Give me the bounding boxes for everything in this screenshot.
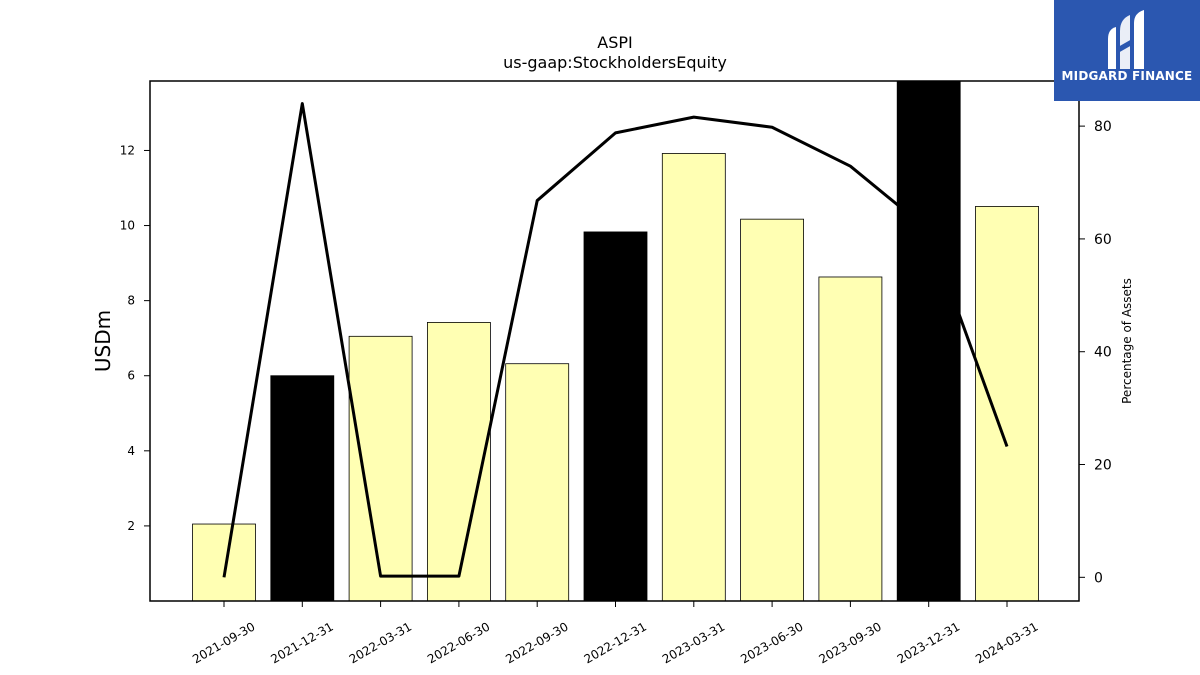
y2-tick-label: 40 <box>1094 345 1112 361</box>
y2-axis: 0 20 40 60 80 <box>1079 119 1112 586</box>
line-group <box>222 102 1009 578</box>
plot-frame <box>149 80 1080 602</box>
y2-tick-label: 80 <box>1094 119 1112 135</box>
x-tick-label: 2022-03-31 <box>347 619 414 666</box>
x-tick-label: 2021-12-31 <box>268 619 335 666</box>
y-tick-label: 2 <box>127 519 135 533</box>
bar-2021-12-31 <box>270 375 335 602</box>
bar-2023-06-30 <box>740 218 804 602</box>
y-axis-label: USDm <box>91 310 115 372</box>
x-tick-label: 2022-12-31 <box>582 619 649 666</box>
bar-2023-09-30 <box>818 276 883 602</box>
bar-2024-03-31 <box>975 206 1039 602</box>
y-tick-label: 8 <box>127 294 135 308</box>
bar-2022-03-31 <box>348 335 413 602</box>
brand-logo: MIDGARD FINANCE <box>1054 0 1200 101</box>
x-tick-label: 2023-06-30 <box>738 619 805 666</box>
x-axis: 2021-09-30 2021-12-31 2022-03-31 2022-06-30… <box>190 601 1041 666</box>
bars-group <box>192 80 1039 602</box>
y2-axis-label: Percentage of Assets <box>1120 278 1134 404</box>
bar-2023-12-31 <box>896 80 961 602</box>
bar-2023-03-31 <box>661 153 726 602</box>
x-tick-label: 2024-03-31 <box>973 619 1040 666</box>
x-tick-label: 2023-03-31 <box>660 619 727 666</box>
bar-2022-06-30 <box>426 322 491 602</box>
y-tick-label: 10 <box>120 219 135 233</box>
bar-2021-09-30 <box>192 523 256 602</box>
y-tick-label: 4 <box>127 444 135 458</box>
brand-name: MIDGARD FINANCE <box>1061 69 1193 83</box>
bar-2022-12-31 <box>583 231 648 602</box>
x-tick-label: 2023-12-31 <box>895 619 962 666</box>
midgard-logo-icon <box>1108 10 1144 69</box>
x-tick-label: 2023-09-30 <box>816 619 883 666</box>
y-axis: 2 4 6 8 10 12 <box>120 143 150 533</box>
chart-subtitle: us-gaap:StockholdersEquity <box>503 53 727 72</box>
y2-tick-label: 20 <box>1094 458 1112 474</box>
y2-tick-label: 60 <box>1094 232 1112 248</box>
x-tick-label: 2022-09-30 <box>503 619 570 666</box>
x-tick-label: 2021-09-30 <box>190 619 257 666</box>
y2-tick-label: 0 <box>1094 570 1103 586</box>
y-tick-label: 12 <box>120 143 135 157</box>
x-tick-label: 2022-06-30 <box>425 619 492 666</box>
y-tick-label: 6 <box>127 369 135 383</box>
bar-2022-09-30 <box>505 363 570 602</box>
chart-title: ASPI <box>597 33 632 52</box>
